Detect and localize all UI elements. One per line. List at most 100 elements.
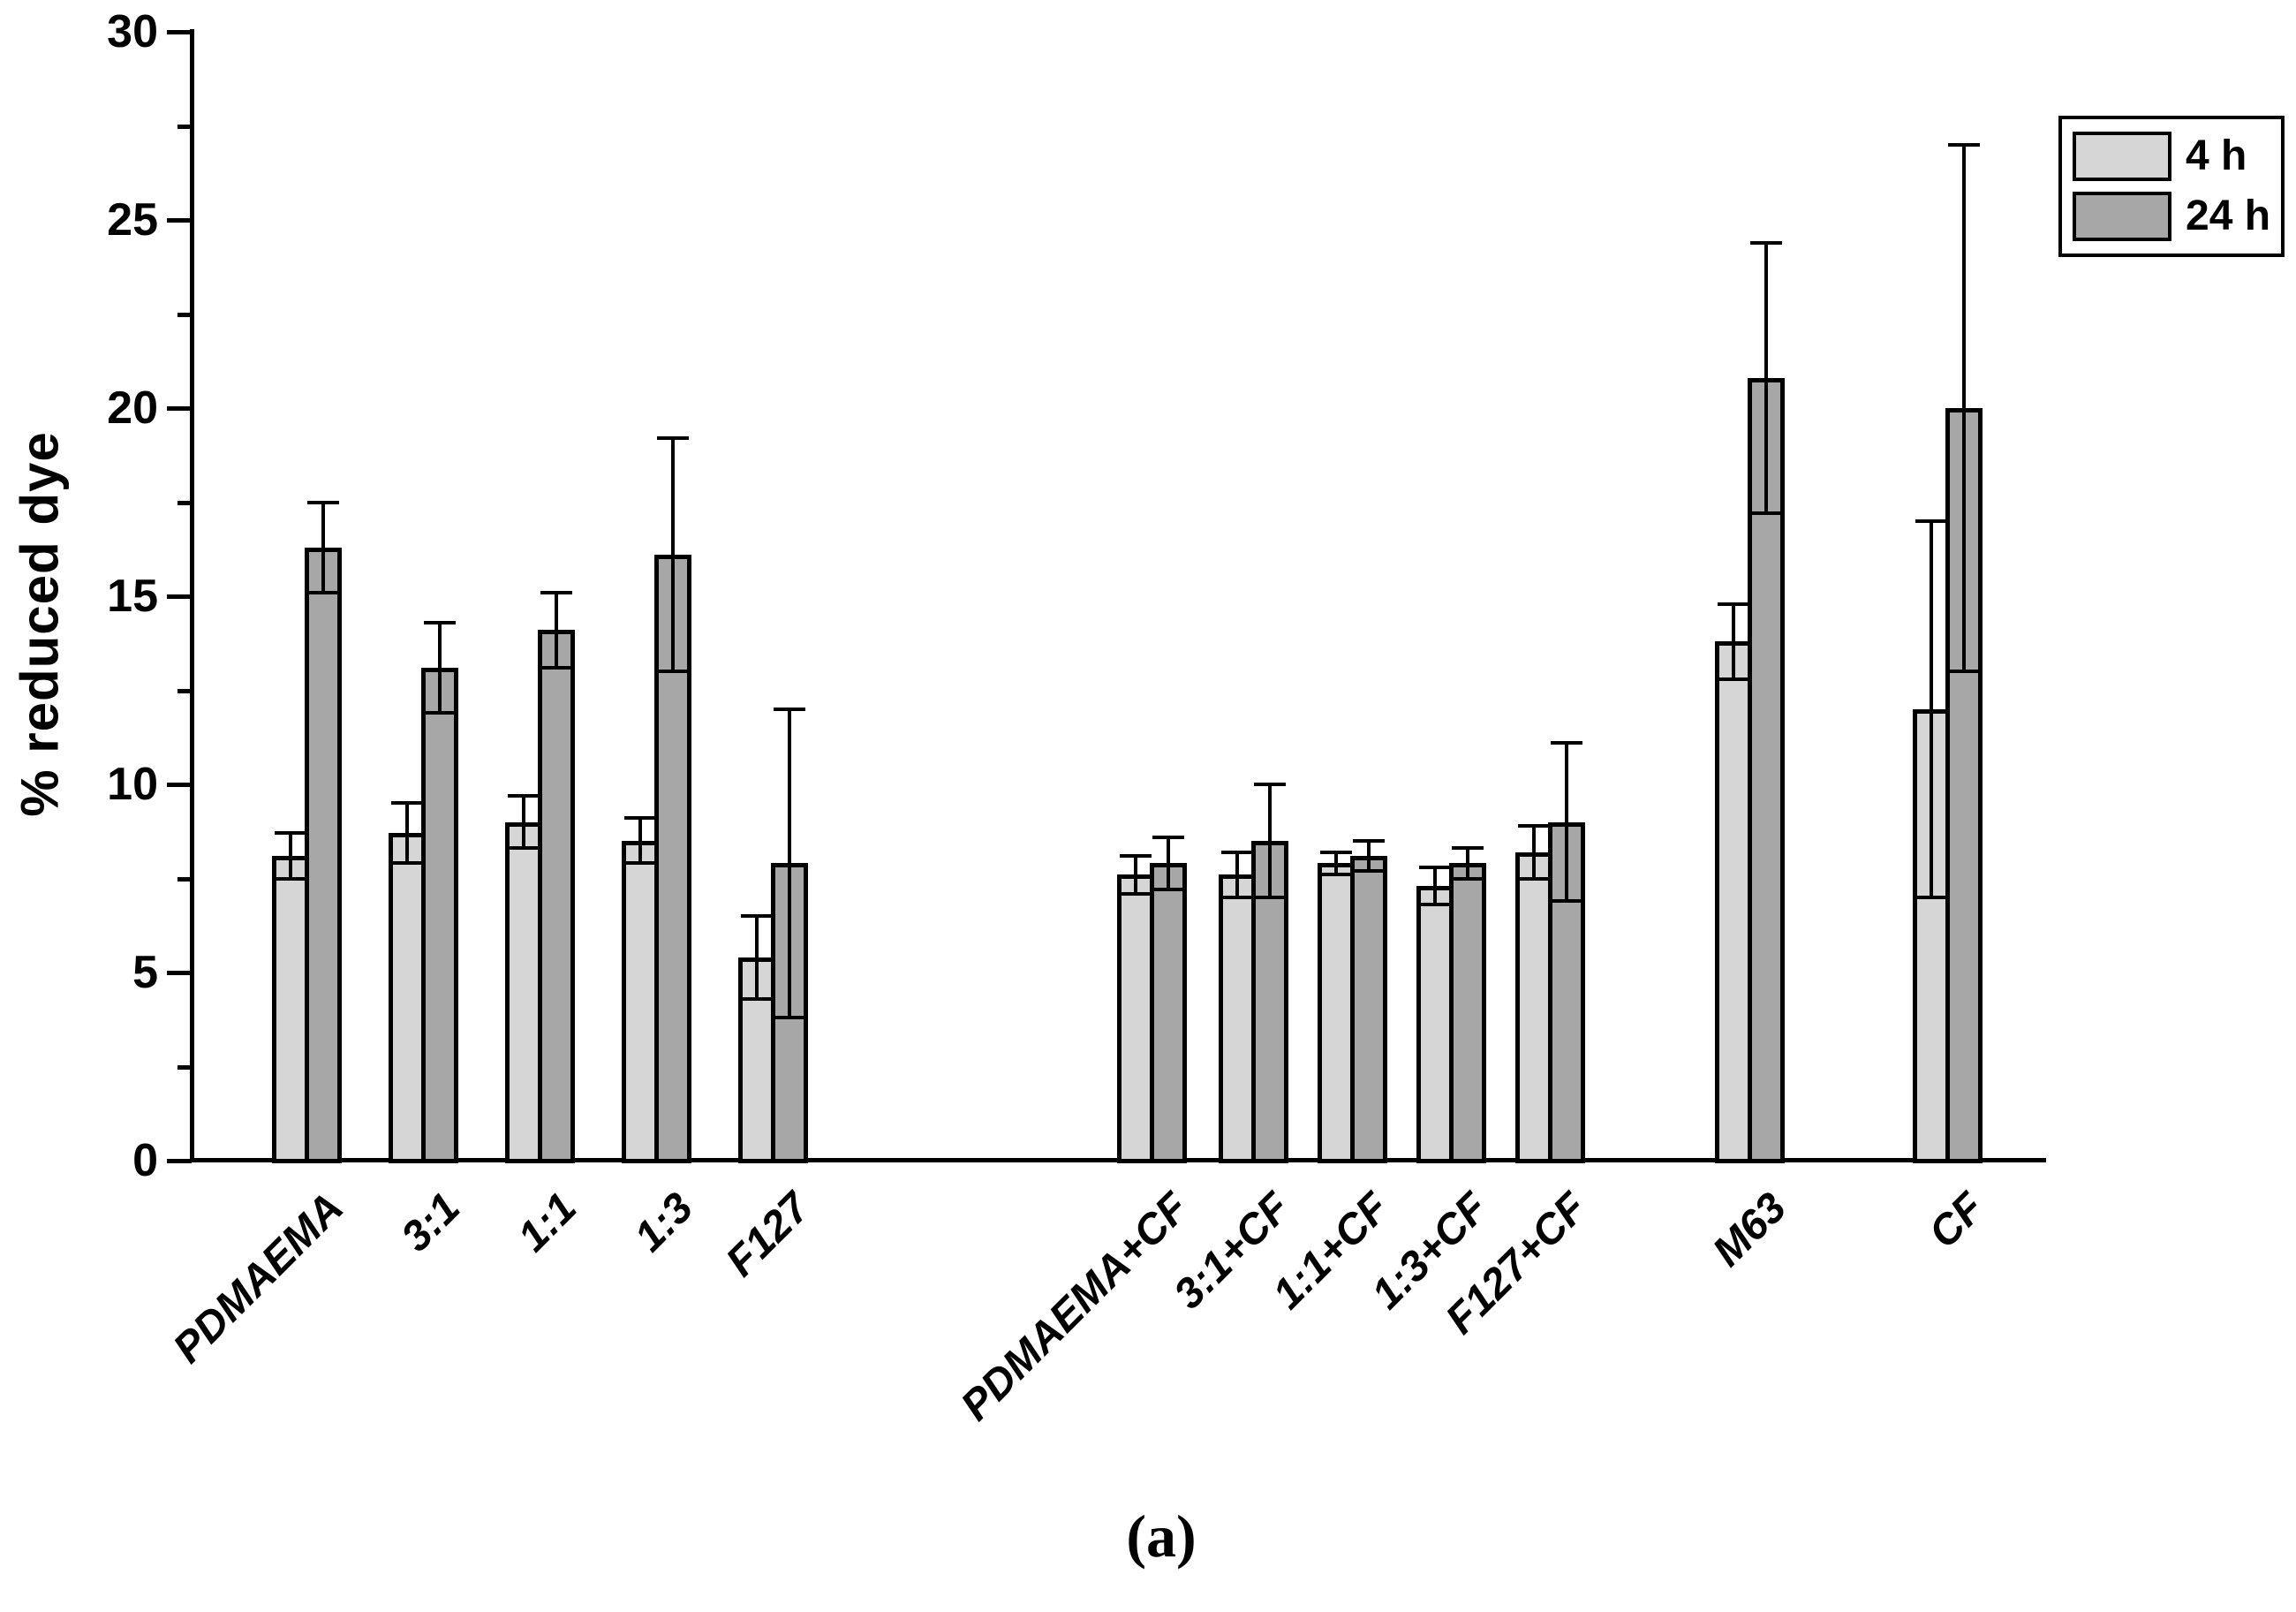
error-cap-24h-F127 — [774, 1016, 805, 1020]
x-category-label-1:1: 1:1 — [509, 1184, 586, 1261]
error-cap-4h-3:1+CF — [1221, 850, 1253, 854]
error-bar-4h-1:1 — [522, 795, 525, 849]
error-bar-4h-PDMAEMA+CF — [1134, 855, 1137, 894]
error-bar-24h-1:3+CF — [1466, 848, 1469, 879]
error-bar-24h-CF — [1962, 144, 1966, 672]
y-major-tick — [167, 30, 192, 34]
error-bar-24h-M63 — [1764, 242, 1768, 514]
error-cap-4h-M63 — [1718, 677, 1749, 681]
x-category-label-3:1: 3:1 — [392, 1184, 470, 1261]
error-cap-4h-PDMAEMA+CF — [1120, 891, 1152, 896]
error-cap-24h-CF — [1948, 142, 1980, 147]
y-major-tick — [167, 1159, 192, 1163]
y-major-tick — [167, 783, 192, 787]
error-cap-24h-1:3+CF — [1452, 876, 1484, 881]
y-tick-label: 5 — [132, 947, 158, 998]
error-cap-24h-3:1 — [424, 620, 456, 624]
y-minor-tick — [177, 688, 192, 693]
error-cap-4h-PDMAEMA — [275, 876, 306, 881]
error-cap-24h-3:1+CF — [1254, 783, 1286, 786]
error-bar-24h-3:1 — [438, 622, 442, 714]
error-cap-4h-PDMAEMA+CF — [1120, 853, 1152, 858]
error-bar-4h-F127+CF — [1532, 825, 1536, 879]
y-major-tick — [167, 971, 192, 975]
x-category-label-F127: F127 — [717, 1184, 819, 1286]
bar-4h-M63 — [1715, 641, 1752, 1163]
error-cap-4h-PDMAEMA — [275, 831, 306, 836]
error-cap-24h-F127 — [774, 707, 805, 711]
error-cap-4h-F127 — [741, 914, 773, 919]
error-cap-4h-3:1 — [391, 801, 423, 806]
error-cap-4h-F127+CF — [1518, 876, 1550, 881]
legend-item-4h: 4 h — [2073, 132, 2270, 181]
error-cap-24h-PDMAEMA — [307, 590, 339, 594]
error-cap-4h-1:1 — [508, 846, 540, 851]
x-category-label-1:3: 1:3 — [625, 1184, 703, 1261]
y-tick-label: 0 — [132, 1135, 158, 1186]
legend: 4 h 24 h — [2058, 116, 2285, 257]
error-bar-4h-3:1 — [405, 803, 409, 864]
y-tick-label: 10 — [107, 759, 158, 810]
legend-label-24h: 24 h — [2186, 193, 2271, 239]
error-bar-24h-3:1+CF — [1268, 784, 1272, 897]
y-axis — [190, 29, 194, 1162]
error-cap-24h-M63 — [1750, 240, 1782, 245]
error-cap-4h-1:3+CF — [1419, 903, 1451, 907]
error-cap-4h-3:1 — [391, 861, 423, 866]
error-cap-24h-PDMAEMA — [307, 500, 339, 504]
bar-4h-1:3 — [622, 840, 659, 1163]
error-bar-4h-F127 — [755, 916, 759, 999]
error-bar-24h-F127+CF — [1565, 743, 1568, 902]
error-cap-4h-CF — [1915, 895, 1947, 899]
error-cap-24h-1:1+CF — [1353, 868, 1385, 873]
legend-swatch-4h — [2073, 132, 2171, 181]
error-cap-4h-1:1+CF — [1320, 873, 1352, 877]
error-cap-24h-1:3+CF — [1452, 846, 1484, 851]
error-cap-24h-1:3 — [657, 436, 689, 441]
error-bar-24h-PDMAEMA+CF — [1167, 836, 1170, 890]
error-cap-24h-1:1+CF — [1353, 838, 1385, 843]
error-bar-4h-1:3+CF — [1433, 867, 1437, 905]
error-cap-4h-1:3 — [624, 861, 656, 866]
bar-4h-3:1+CF — [1219, 874, 1256, 1163]
y-major-tick — [167, 218, 192, 223]
bar-24h-3:1 — [421, 667, 458, 1163]
error-bar-4h-CF — [1930, 520, 1933, 897]
error-cap-24h-1:1 — [540, 665, 572, 670]
legend-label-4h: 4 h — [2186, 132, 2247, 179]
x-category-label-M63: M63 — [1703, 1184, 1796, 1276]
error-cap-24h-F127+CF — [1551, 899, 1582, 904]
y-minor-tick — [177, 1064, 192, 1070]
bar-4h-1:1+CF — [1318, 863, 1355, 1163]
bar-4h-3:1 — [389, 833, 426, 1163]
bar-4h-F127+CF — [1515, 851, 1552, 1163]
error-bar-4h-PDMAEMA — [289, 833, 292, 879]
error-cap-24h-F127+CF — [1551, 741, 1582, 745]
y-minor-tick — [177, 124, 192, 129]
error-cap-24h-1:3 — [657, 670, 689, 674]
y-minor-tick — [177, 876, 192, 882]
error-bar-4h-1:1+CF — [1334, 851, 1338, 875]
error-cap-24h-M63 — [1750, 511, 1782, 516]
error-bar-24h-PDMAEMA — [321, 502, 325, 593]
error-cap-4h-M63 — [1718, 602, 1749, 606]
legend-swatch-24h — [2073, 192, 2171, 241]
bar-4h-PDMAEMA+CF — [1117, 874, 1154, 1163]
error-bar-24h-1:1+CF — [1367, 840, 1371, 871]
error-bar-4h-1:3 — [638, 818, 642, 864]
error-cap-4h-3:1+CF — [1221, 895, 1253, 899]
figure-caption: (a) — [1126, 1502, 1197, 1570]
error-cap-24h-CF — [1948, 670, 1980, 674]
bar-4h-1:3+CF — [1416, 886, 1454, 1163]
error-cap-24h-3:1+CF — [1254, 895, 1286, 899]
error-bar-24h-1:1 — [555, 592, 558, 668]
bar-24h-1:1 — [538, 630, 575, 1163]
error-bar-4h-3:1+CF — [1235, 851, 1239, 897]
bar-24h-PDMAEMA — [305, 547, 342, 1163]
error-bar-4h-M63 — [1732, 603, 1735, 679]
x-category-label-PDMAEMA+CF: PDMAEMA+CF — [952, 1184, 1198, 1430]
x-category-label-CF: CF — [1920, 1184, 1994, 1258]
bar-24h-1:1+CF — [1350, 855, 1387, 1163]
error-cap-24h-1:1 — [540, 590, 572, 594]
y-minor-tick — [177, 500, 192, 505]
